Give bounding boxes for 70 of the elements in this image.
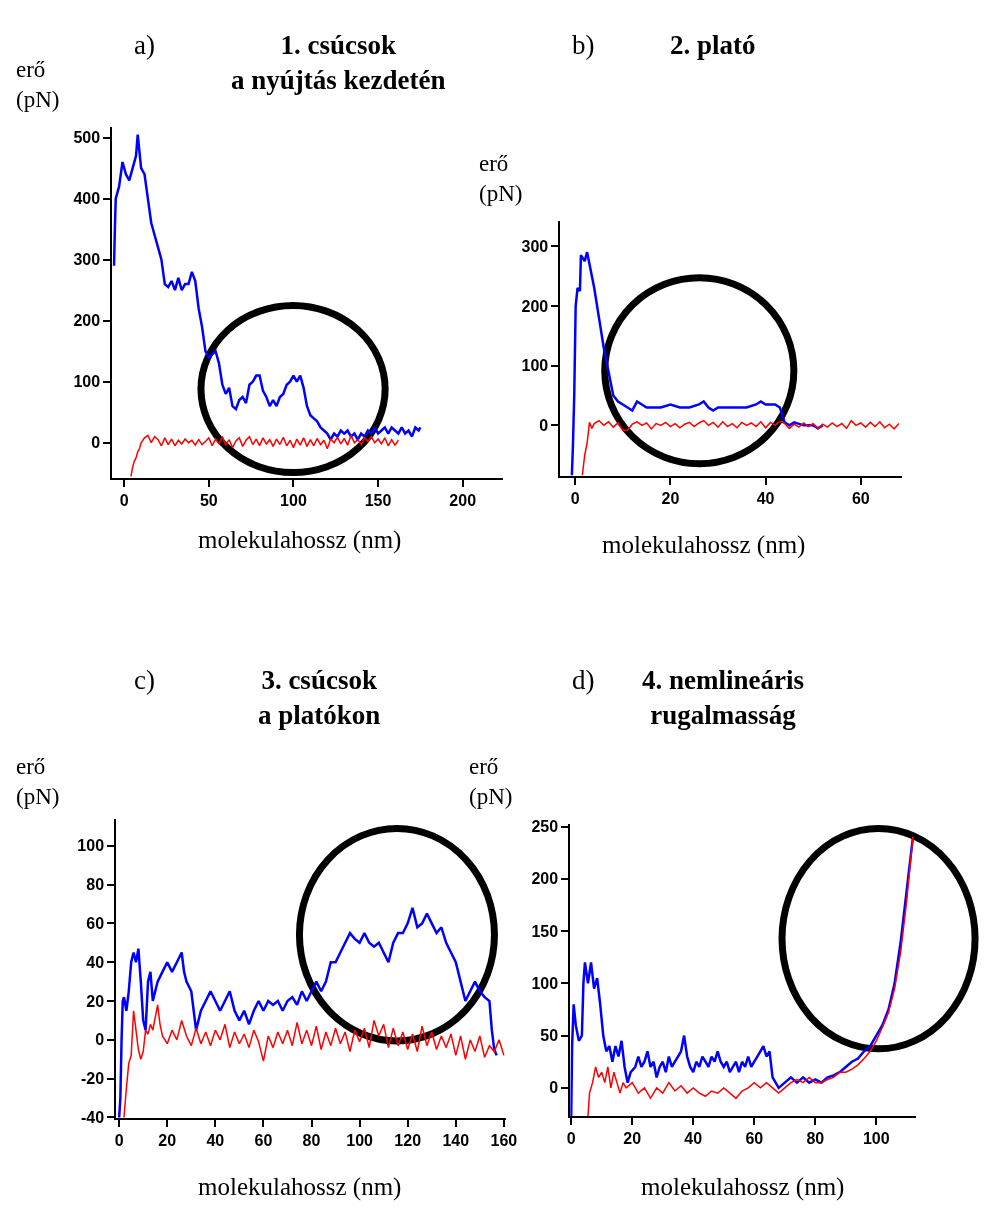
y-tick-label: 100 xyxy=(77,837,105,855)
y-tick-label: 200 xyxy=(521,297,549,315)
x-tick-label: 80 xyxy=(302,1132,321,1150)
x-tick-label: 0 xyxy=(566,1130,576,1148)
x-tick-label: 20 xyxy=(623,1130,642,1148)
y-tick-label: 20 xyxy=(86,992,105,1010)
x-tick-label: 100 xyxy=(346,1132,374,1150)
x-tick-label: 80 xyxy=(806,1130,825,1148)
x-tick-label: 0 xyxy=(119,491,129,509)
y-tick-label: 100 xyxy=(531,974,559,992)
line-series xyxy=(117,906,498,1119)
y-tick-label: 0 xyxy=(549,1079,559,1097)
x-axis-title: molekulahossz (nm) xyxy=(198,1173,402,1201)
y-tick-label: 150 xyxy=(531,922,559,940)
y-tick-label: 200 xyxy=(73,312,101,330)
x-tick-label: 0 xyxy=(570,489,580,507)
text: d) xyxy=(572,665,595,695)
y-tick-label: 100 xyxy=(521,357,549,375)
chart-title: 4. nemlineáris rugalmasság xyxy=(642,665,804,731)
x-tick-label: 40 xyxy=(206,1132,225,1150)
y-tick-label: 50 xyxy=(540,1027,559,1045)
y-axis-title: erő (pN) xyxy=(16,57,60,112)
x-tick-label: 50 xyxy=(199,491,218,509)
x-axis-title: molekulahossz (nm) xyxy=(198,526,402,554)
x-axis-title: molekulahossz (nm) xyxy=(641,1173,845,1201)
y-tick-label: 0 xyxy=(95,1031,105,1049)
x-tick-label: 140 xyxy=(442,1132,470,1150)
y-tick-label: 100 xyxy=(73,373,101,391)
line-series xyxy=(112,133,422,441)
x-tick-label: 0 xyxy=(114,1132,124,1150)
x-tick-label: 40 xyxy=(684,1130,703,1148)
text: a) xyxy=(134,30,155,60)
line-series xyxy=(570,250,824,476)
y-axis-title: erő (pN) xyxy=(469,754,513,809)
y-tick-label: 300 xyxy=(521,237,549,255)
x-tick-label: 60 xyxy=(745,1130,764,1148)
x-tick-label: 40 xyxy=(756,489,775,507)
x-tick-label: 20 xyxy=(158,1132,177,1150)
x-tick-label: 200 xyxy=(449,491,477,509)
y-tick-label: -20 xyxy=(80,1070,105,1088)
chart-title: 3. csúcsok a platókon xyxy=(258,665,381,731)
x-tick-label: 100 xyxy=(280,491,307,509)
y-tick-label: 40 xyxy=(86,953,105,971)
y-tick-label: 400 xyxy=(73,190,101,208)
line-series xyxy=(581,419,900,476)
y-tick-label: 250 xyxy=(531,818,559,836)
y-tick-label: 0 xyxy=(91,434,101,452)
text: c) xyxy=(134,665,155,695)
y-tick-label: 60 xyxy=(86,914,105,932)
chart-title: 1. csúcsok a nyújtás kezdetén xyxy=(231,30,446,96)
x-tick-label: 100 xyxy=(862,1130,890,1148)
x-tick-label: 120 xyxy=(394,1132,422,1150)
x-axis-title: molekulahossz (nm) xyxy=(602,531,806,559)
x-tick-label: 60 xyxy=(851,489,870,507)
y-tick-label: 200 xyxy=(531,870,559,888)
y-tick-label: 80 xyxy=(86,876,105,894)
x-tick-label: 150 xyxy=(364,491,392,509)
y-axis-title: erő (pN) xyxy=(479,151,523,206)
x-tick-label: 160 xyxy=(490,1132,518,1150)
text: b) xyxy=(572,30,595,60)
y-axis-title: erő (pN) xyxy=(16,754,60,809)
chart-title: 2. plató xyxy=(670,30,756,60)
y-tick-label: 0 xyxy=(539,416,549,434)
x-tick-label: 60 xyxy=(254,1132,273,1150)
x-tick-label: 20 xyxy=(661,489,680,507)
line-series xyxy=(130,434,400,478)
line-series xyxy=(123,1004,505,1119)
y-tick-label: -40 xyxy=(80,1109,105,1127)
y-tick-label: 500 xyxy=(73,129,101,147)
y-tick-label: 300 xyxy=(73,251,101,269)
